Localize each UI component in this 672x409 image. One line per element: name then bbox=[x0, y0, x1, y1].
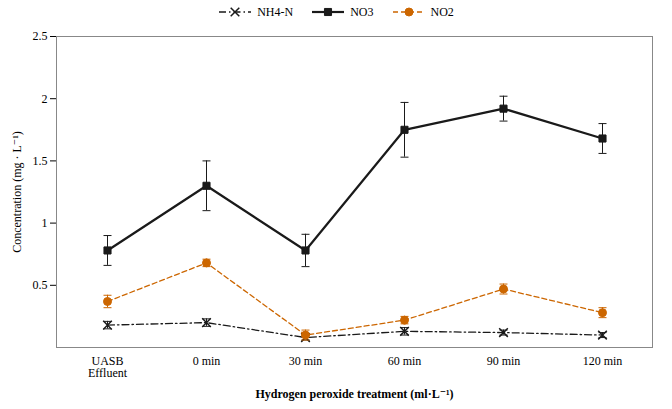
svg-text:2.5: 2.5 bbox=[33, 29, 48, 43]
svg-text:Concentration (mg · L⁻¹): Concentration (mg · L⁻¹) bbox=[10, 131, 24, 253]
svg-text:60 min: 60 min bbox=[388, 354, 422, 368]
svg-text:UASBEffluent: UASBEffluent bbox=[88, 354, 128, 380]
svg-text:30 min: 30 min bbox=[289, 354, 323, 368]
svg-text:Hydrogen peroxide treatment (m: Hydrogen peroxide treatment (ml·L⁻¹) bbox=[255, 387, 453, 401]
html-text:NO3: NO3 bbox=[350, 4, 374, 19]
svg-text:120 min: 120 min bbox=[583, 354, 623, 368]
svg-text:90 min: 90 min bbox=[487, 354, 521, 368]
html-text:NH4-N: NH4-N bbox=[257, 4, 294, 19]
svg-text:2: 2 bbox=[42, 92, 48, 106]
svg-text:1: 1 bbox=[42, 216, 48, 230]
html-text:NO2: NO2 bbox=[430, 4, 454, 19]
svg-text:0 min: 0 min bbox=[193, 354, 221, 368]
svg-text:1.5: 1.5 bbox=[33, 154, 48, 168]
svg-text:0.5: 0.5 bbox=[33, 278, 48, 292]
